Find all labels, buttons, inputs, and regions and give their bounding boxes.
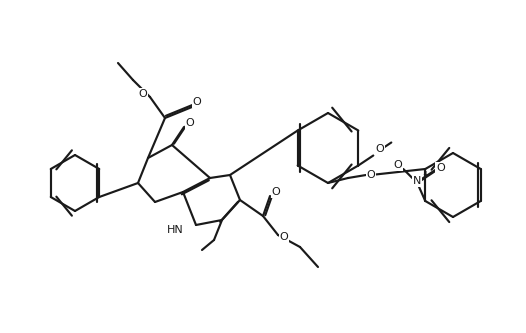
Text: O: O [393,160,402,170]
Text: +: + [422,170,429,179]
Text: O: O [193,97,201,107]
Text: HN: HN [167,225,184,235]
Text: N: N [413,176,421,186]
Text: O: O [436,163,444,173]
Text: O: O [280,232,288,242]
Text: O: O [139,89,147,99]
Text: O: O [375,145,383,155]
Text: O: O [367,170,376,180]
Text: O: O [271,187,280,197]
Text: O: O [186,118,195,128]
